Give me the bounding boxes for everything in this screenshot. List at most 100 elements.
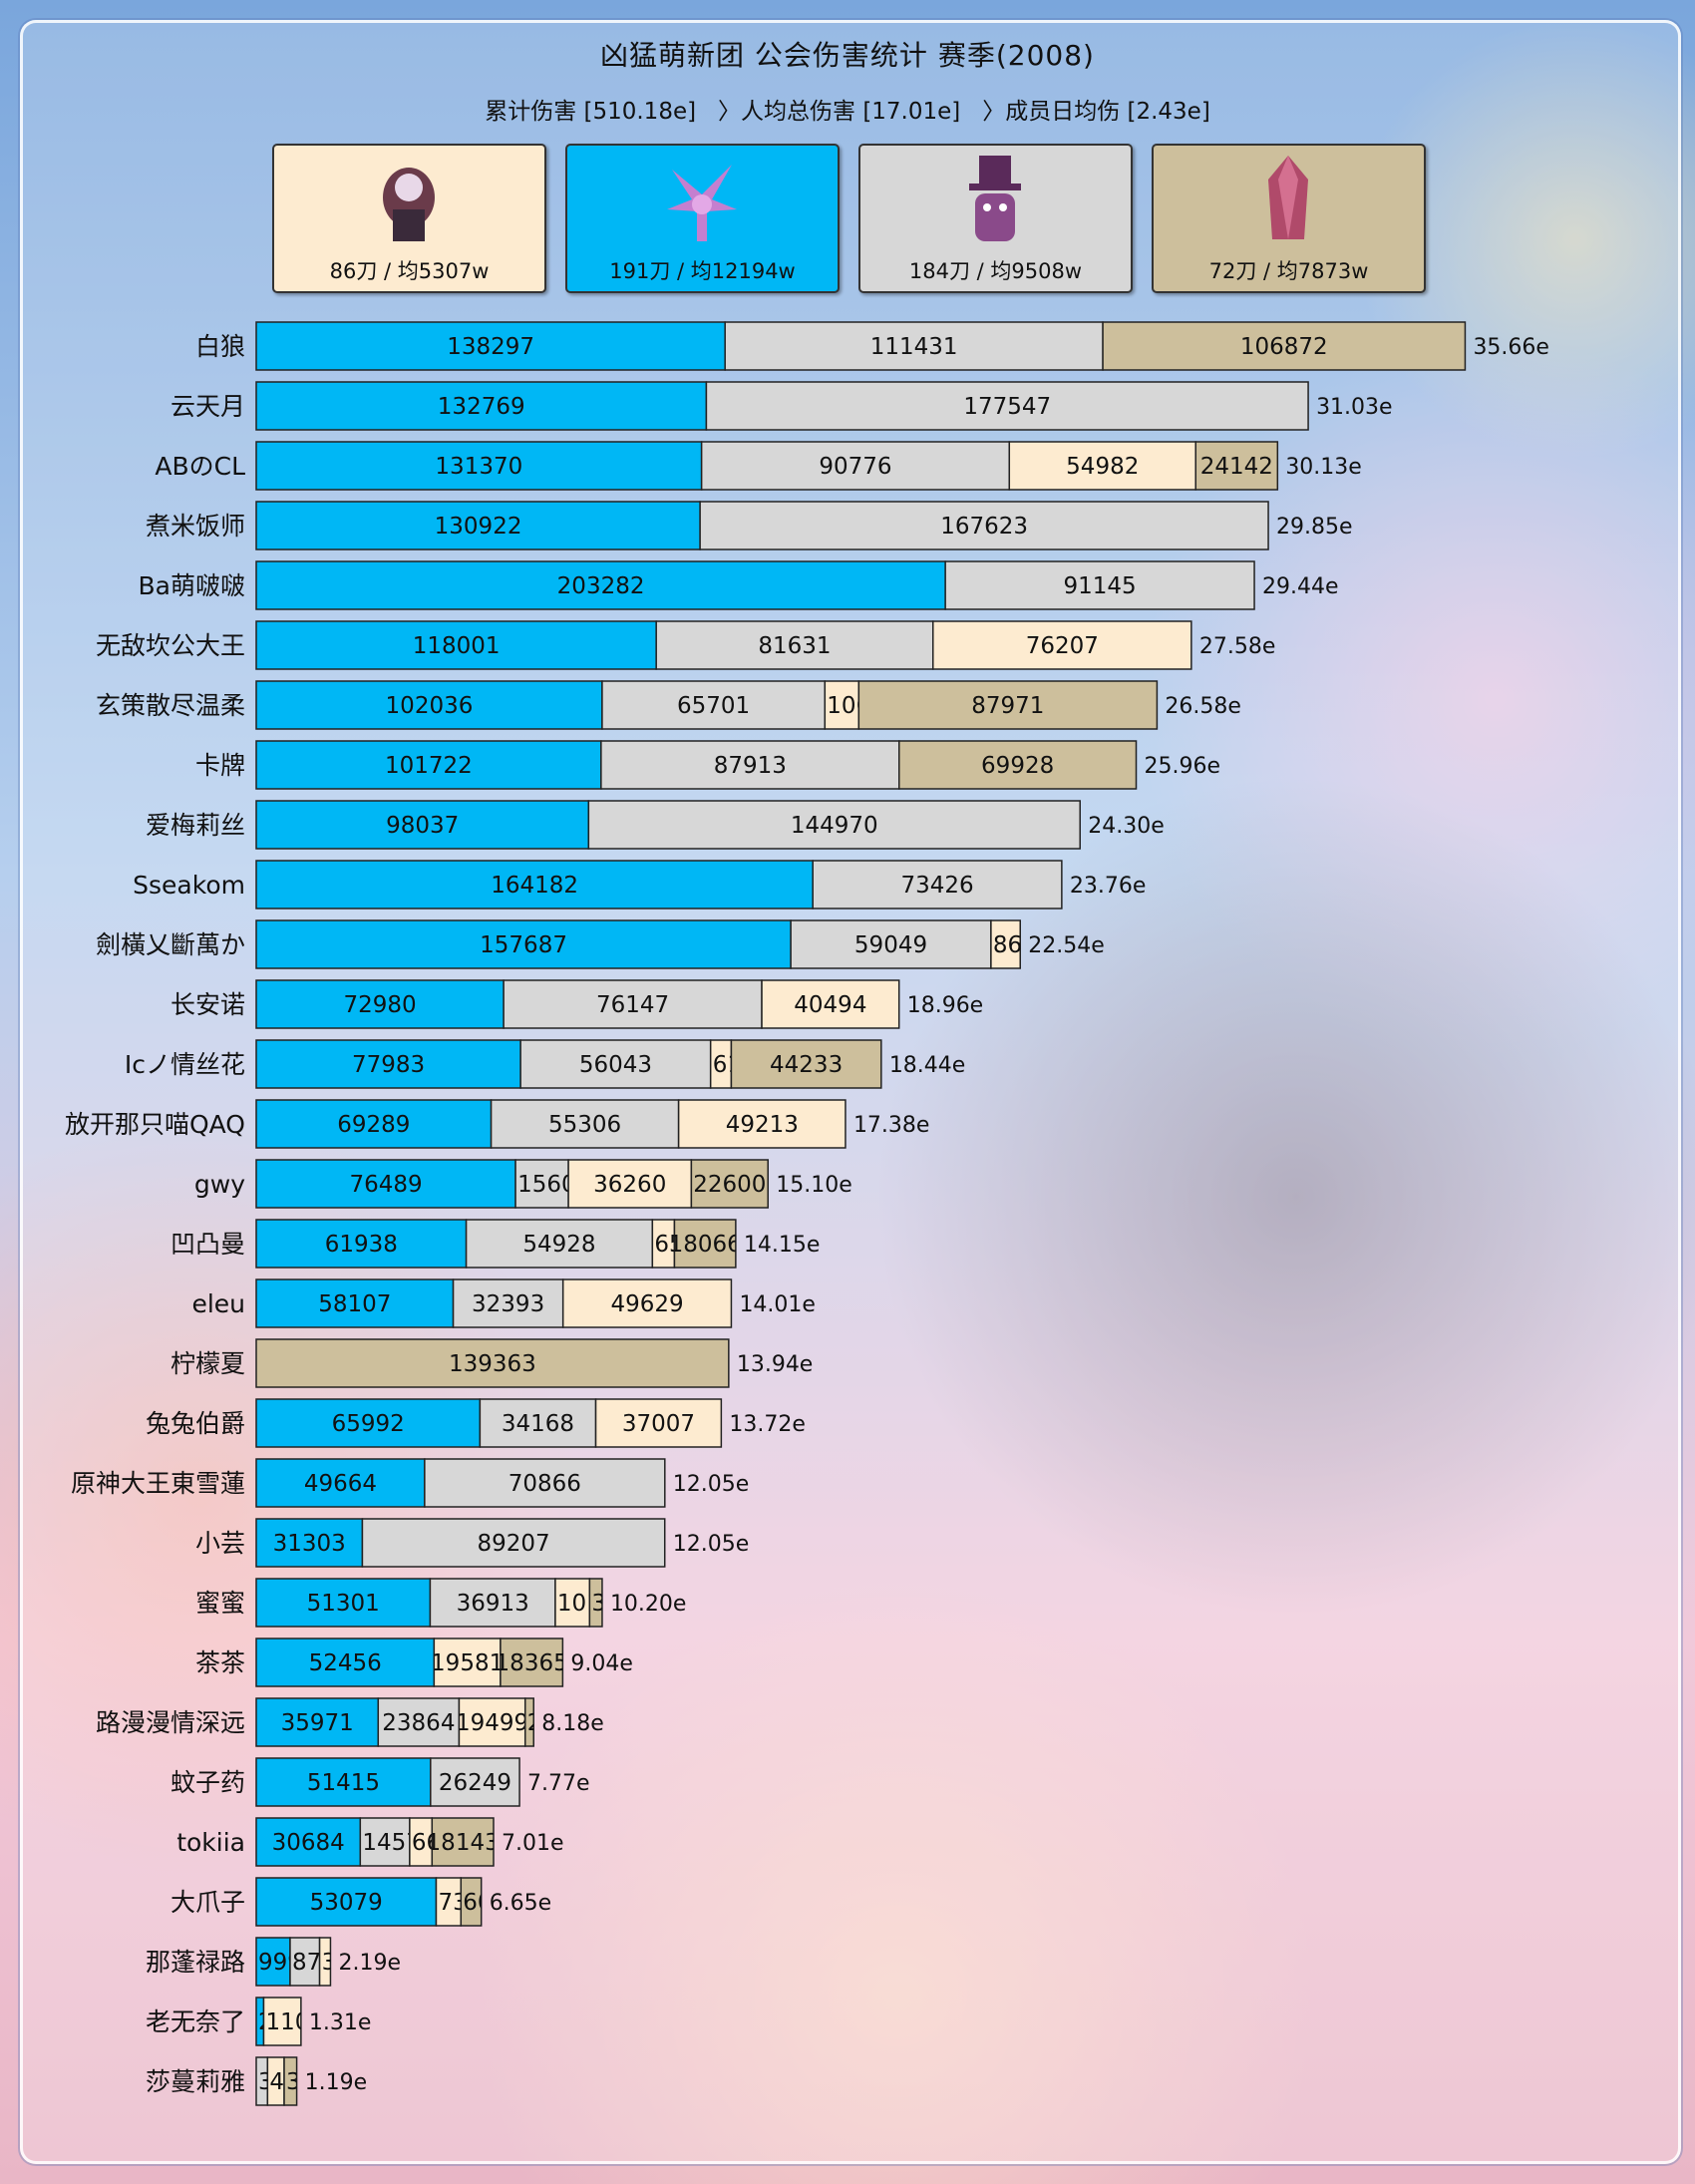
- segment-value-label: 4900: [269, 2069, 328, 2095]
- member-total-label: 18.96e: [907, 993, 984, 1018]
- bar-row: 爱梅莉丝 98037 144970 24.30e: [146, 800, 1165, 850]
- bar-segment: [519, 1039, 712, 1089]
- segment-value-label: 49629: [610, 1291, 683, 1317]
- segment-value-label: 138297: [447, 334, 534, 360]
- bar-row: 放开那只喵QAQ 69289 55306 49213 17.38e: [65, 1099, 929, 1149]
- bar-segment: [255, 321, 726, 371]
- member-total-label: 7.01e: [502, 1831, 564, 1856]
- bar-segment: [594, 1398, 723, 1448]
- segment-value-label: 3340: [258, 2069, 317, 2095]
- member-name: 兔兔伯爵: [146, 1409, 245, 1438]
- bar-segment: [673, 1219, 737, 1269]
- segment-value-label: 51415: [307, 1770, 380, 1796]
- bar-segment: [601, 680, 827, 730]
- segment-value-label: 61938: [325, 1232, 398, 1258]
- segment-value-label: 6100: [713, 1052, 772, 1078]
- bar-row: 那蓬禄路 9990871032002.19e: [146, 1937, 401, 1987]
- bar-row: tokiia 30684 145706600181437.01e: [176, 1817, 564, 1867]
- member-name: 小芸: [195, 1529, 245, 1558]
- segment-value-label: 91145: [1064, 573, 1137, 599]
- segment-value-label: 72980: [343, 992, 416, 1018]
- member-total-label: 12.05e: [673, 1472, 750, 1497]
- member-total-label: 22.54e: [1028, 933, 1105, 958]
- boss-card-1: 86刀 / 均5307w: [272, 144, 546, 293]
- member-total-label: 14.15e: [744, 1233, 821, 1258]
- bar-segment: [377, 1697, 461, 1747]
- bar-segment: [255, 1458, 426, 1508]
- segment-value-label: 15600: [517, 1172, 590, 1198]
- member-total-label: 31.03e: [1316, 395, 1393, 420]
- segment-value-label: 177547: [963, 394, 1051, 420]
- member-total-label: 13.72e: [729, 1412, 806, 1437]
- bar-segment: [255, 1278, 455, 1328]
- member-total-label: 8.18e: [541, 1711, 604, 1736]
- segment-value-label: 3700: [286, 2069, 345, 2095]
- member-name: tokiia: [176, 1828, 245, 1857]
- segment-value-label: 76147: [596, 992, 669, 1018]
- bar-segment: [255, 1338, 730, 1388]
- bar-segment: [460, 1877, 483, 1927]
- bar-segment: [255, 1398, 482, 1448]
- segment-value-label: 8630: [993, 932, 1052, 958]
- segment-value-label: 54982: [1066, 454, 1139, 480]
- bar-row: gwy 76489 15600 36260 22600 15.10e: [194, 1159, 852, 1209]
- member-name: 茶茶: [195, 1648, 245, 1677]
- boss-3-label: 184刀 / 均9508w: [908, 259, 1083, 283]
- member-total-label: 30.13e: [1285, 455, 1362, 480]
- member-total-label: 35.66e: [1473, 335, 1549, 360]
- bar-segment: [465, 1219, 654, 1269]
- member-total-label: 10.20e: [610, 1592, 687, 1617]
- boss-3-tophat-icon: [969, 156, 1021, 241]
- segment-value-label: 23864: [382, 1710, 455, 1736]
- bar-segment: [824, 680, 860, 730]
- bar-row: Icノ情丝花 77983 56043 610044233 18.44e: [125, 1039, 966, 1089]
- segment-value-label: 76207: [1026, 633, 1099, 659]
- segment-value-label: 49664: [304, 1471, 377, 1497]
- bar-segment: [255, 1638, 436, 1687]
- bar-segment: [567, 1159, 693, 1209]
- member-name: eleu: [191, 1289, 245, 1318]
- member-name: 长安诺: [170, 990, 245, 1019]
- boss-4-label: 72刀 / 均7873w: [1208, 259, 1369, 283]
- bar-row: 卡牌 101722 87913 69928 25.96e: [195, 740, 1220, 790]
- bar-segment: [812, 860, 1063, 910]
- bar-segment: [289, 1937, 321, 1987]
- bar-segment: [490, 1099, 680, 1149]
- segment-value-label: 56043: [579, 1052, 652, 1078]
- bar-row: 老无奈了 2200110001.31e: [146, 1997, 371, 2046]
- bar-row: 白狼 138297 111431 106872 35.66e: [195, 321, 1549, 371]
- member-name: 放开那只喵QAQ: [65, 1110, 245, 1139]
- member-total-label: 18.44e: [889, 1053, 966, 1078]
- bar-segment: [699, 501, 1269, 550]
- segment-value-label: 24142: [1200, 454, 1273, 480]
- member-name: 蜜蜜: [195, 1589, 245, 1618]
- segment-value-label: 167623: [940, 514, 1028, 540]
- boss-2-label: 191刀 / 均12194w: [609, 259, 796, 283]
- bar-row: 蚊子药 51415 26249 7.77e: [170, 1757, 590, 1807]
- member-total-label: 2.19e: [338, 1951, 401, 1976]
- member-name: 煮米饭师: [146, 512, 245, 541]
- summary-stats: 累计伤害 [510.18e] 〉人均总伤害 [17.01e] 〉成员日均伤 [2…: [485, 99, 1210, 125]
- bar-segment: [898, 740, 1138, 790]
- member-total-label: 23.76e: [1070, 874, 1147, 899]
- segment-value-label: 65701: [677, 693, 750, 719]
- segment-value-label: 7300: [438, 1890, 497, 1916]
- bar-segment: [761, 979, 900, 1029]
- bar-row: Ba萌啵啵 203282 91145 29.44e: [139, 560, 1339, 610]
- bar-segment: [255, 1937, 291, 1987]
- bar-row: 莎蔓莉雅 3340490037001.19e: [146, 2056, 367, 2106]
- segment-value-label: 34168: [502, 1411, 574, 1437]
- segment-value-label: 11000: [265, 2009, 338, 2035]
- bar-segment: [587, 800, 1081, 850]
- bar-segment: [255, 560, 946, 610]
- bar-row: eleu 58107 32393 49629 14.01e: [191, 1278, 816, 1328]
- bar-segment: [429, 1578, 556, 1628]
- bar-segment: [318, 1937, 332, 1987]
- segment-value-label: 35971: [281, 1710, 354, 1736]
- segment-value-label: 87971: [971, 693, 1044, 719]
- member-name: 爱梅莉丝: [146, 811, 245, 840]
- bar-segment: [500, 1638, 564, 1687]
- segment-value-label: 18365: [496, 1650, 568, 1676]
